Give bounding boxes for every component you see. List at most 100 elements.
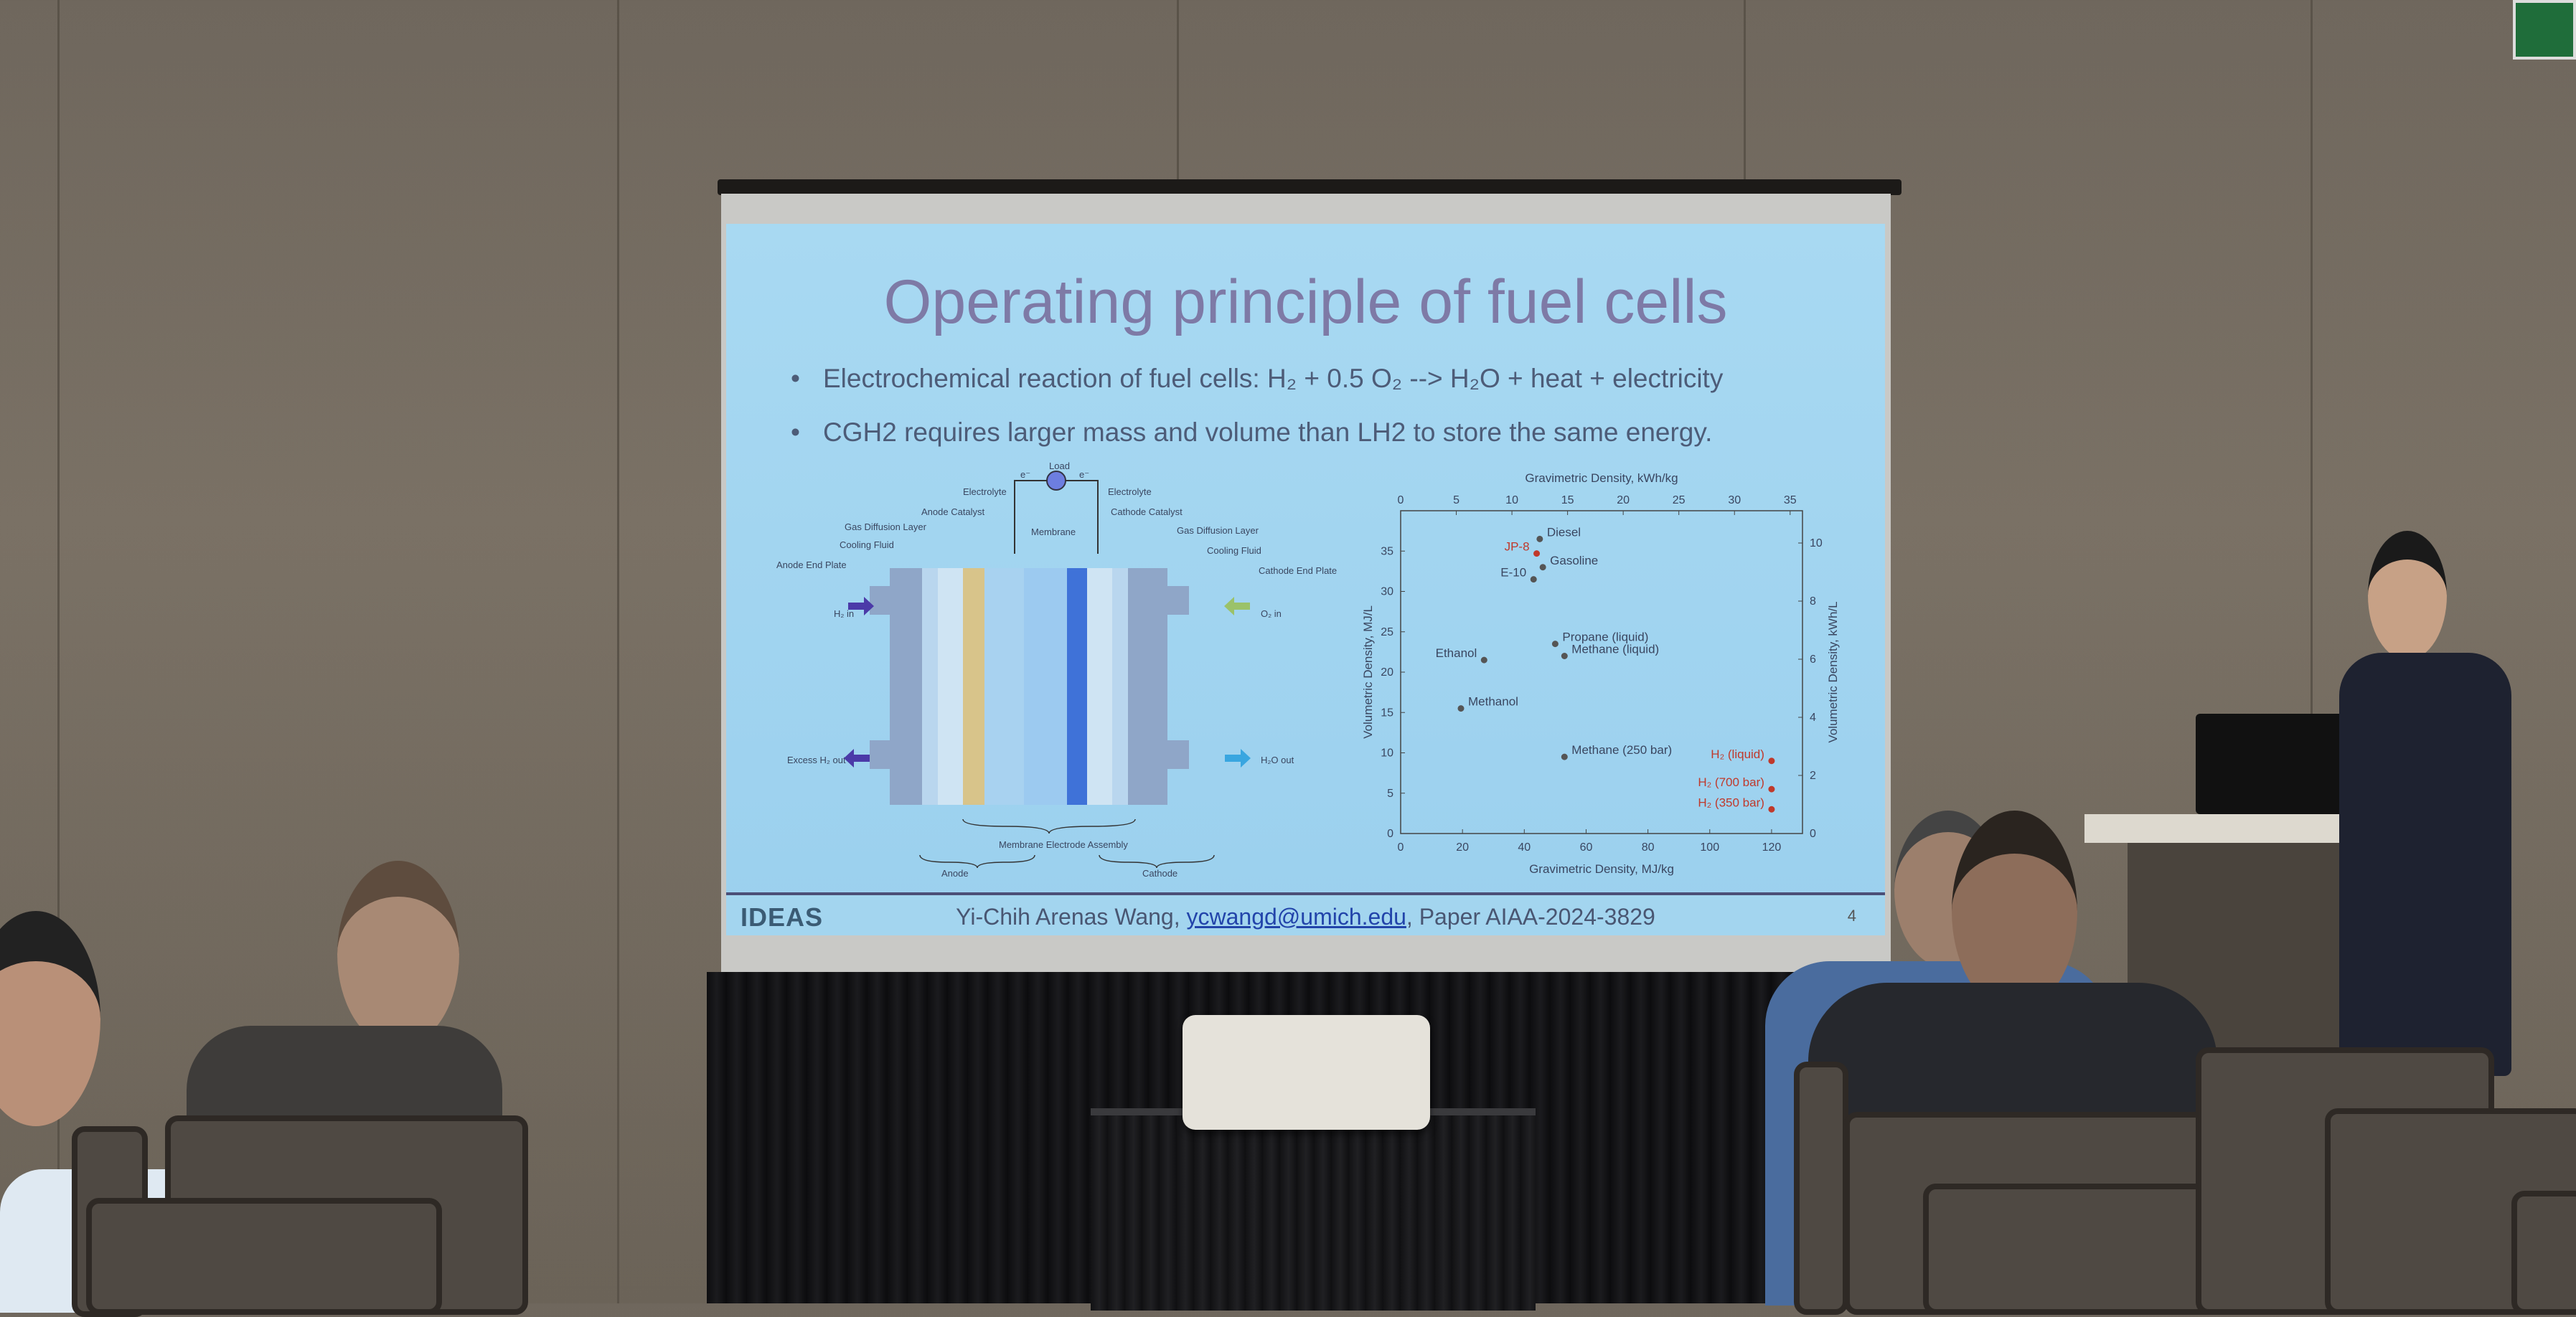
data-point — [1551, 641, 1559, 648]
label-mea: Membrane Electrode Assembly — [999, 839, 1128, 850]
chair — [2511, 1191, 2576, 1315]
x-tick-label: 100 — [1700, 841, 1719, 854]
projector — [1183, 1015, 1430, 1130]
y2-tick-label: 10 — [1810, 537, 1823, 549]
data-point — [1561, 653, 1568, 659]
label-h2o-out: H₂O out — [1261, 755, 1294, 765]
label-electron-right: e⁻ — [1079, 469, 1089, 480]
data-point — [1457, 705, 1465, 712]
cell-stack — [844, 568, 1251, 869]
presenter-body — [2339, 653, 2511, 1076]
label-electron-left: e⁻ — [1020, 469, 1030, 480]
audience-head — [0, 911, 100, 1126]
label-cathode: Cathode — [1142, 868, 1177, 879]
data-label: Methane (250 bar) — [1571, 743, 1672, 757]
label-anode: Anode — [941, 868, 969, 879]
bullet-marker: • — [791, 364, 800, 393]
x-tick-label: 80 — [1642, 841, 1655, 854]
label-h2-in: H₂ in — [834, 608, 854, 619]
slide-footer — [726, 895, 1885, 935]
x2-tick-label: 10 — [1505, 494, 1518, 506]
slide-title: Operating principle of fuel cells — [883, 268, 1728, 336]
y2-tick-label: 8 — [1810, 595, 1816, 608]
x2-tick-label: 0 — [1398, 494, 1404, 506]
bullet-marker: • — [791, 417, 800, 447]
bullet-1-text: Electrochemical reaction of fuel cells: … — [823, 364, 1724, 393]
energy-density-chart: Gravimetric Density, MJ/kg Gravimetric D… — [1361, 471, 1840, 876]
bullet-2: • CGH2 requires larger mass and volume t… — [791, 417, 1713, 448]
label-gdl-left: Gas Diffusion Layer — [845, 521, 927, 532]
data-label: Ethanol — [1436, 646, 1477, 660]
presenter-head — [2368, 531, 2447, 660]
y2-tick-label: 6 — [1810, 653, 1816, 666]
y-tick-label: 25 — [1381, 626, 1393, 638]
x2-tick-label: 30 — [1728, 494, 1741, 506]
data-point — [1536, 535, 1543, 542]
y-tick-label: 5 — [1387, 788, 1393, 800]
y2-tick-label: 2 — [1810, 770, 1816, 782]
label-gdl-right: Gas Diffusion Layer — [1177, 525, 1259, 536]
data-point — [1539, 564, 1546, 571]
y-tick-label: 10 — [1381, 747, 1393, 760]
data-point — [1480, 656, 1487, 664]
data-label: JP-8 — [1505, 540, 1530, 554]
x-tick-label: 20 — [1456, 841, 1469, 854]
y-tick-label: 35 — [1381, 545, 1393, 557]
data-point — [1768, 785, 1775, 793]
presentation-slide: Operating principle of fuel cells • Elec… — [726, 224, 1885, 935]
x2-tick-label: 25 — [1673, 494, 1686, 506]
x-tick-label: 0 — [1398, 841, 1404, 854]
data-label: H₂ (700 bar) — [1698, 775, 1764, 789]
x2-tick-label: 35 — [1784, 494, 1797, 506]
data-label: Gasoline — [1550, 554, 1598, 567]
bullet-1: • Electrochemical reaction of fuel cells… — [791, 364, 1724, 394]
label-electrolyte-left: Electrolyte — [963, 486, 1007, 497]
ideas-logo: IDEAS — [741, 902, 824, 932]
presenter — [2339, 531, 2511, 1076]
y-tick-label: 15 — [1381, 707, 1393, 719]
y2-tick-label: 4 — [1810, 712, 1816, 724]
footer-paper: , Paper AIAA-2024-3829 — [1406, 904, 1655, 930]
x2-tick-label: 15 — [1561, 494, 1574, 506]
label-cathode-catalyst: Cathode Catalyst — [1111, 506, 1183, 517]
data-label: Diesel — [1547, 525, 1581, 539]
footer-divider — [726, 892, 1885, 895]
chart-ylabel: Volumetric Density, MJ/L — [1361, 605, 1375, 739]
audience-head — [1952, 811, 2077, 1011]
slide-page-number: 4 — [1847, 907, 1856, 925]
wall-panel — [617, 0, 619, 1303]
data-label: E-10 — [1500, 566, 1526, 580]
data-label: H₂ (liquid) — [1711, 747, 1764, 761]
wall-panel — [57, 0, 60, 1303]
label-load: Load — [1049, 461, 1070, 471]
y-tick-label: 30 — [1381, 586, 1393, 598]
chart-y2label: Volumetric Density, kWh/L — [1826, 601, 1840, 742]
load-icon — [1046, 471, 1066, 491]
chair — [86, 1198, 442, 1315]
label-o2-in: O₂ in — [1261, 608, 1282, 619]
label-anode-end-plate: Anode End Plate — [776, 560, 847, 570]
bullet-2-text: CGH2 requires larger mass and volume tha… — [823, 417, 1713, 447]
chair — [1794, 1062, 1848, 1315]
y-tick-label: 0 — [1387, 828, 1393, 840]
x2-tick-label: 5 — [1453, 494, 1459, 506]
projector-table — [1091, 1108, 1536, 1311]
data-label: Propane (liquid) — [1562, 631, 1648, 644]
exit-sign — [2513, 0, 2576, 60]
data-label: Methanol — [1468, 695, 1518, 709]
data-label: H₂ (350 bar) — [1698, 796, 1764, 809]
audience-head — [337, 861, 459, 1047]
label-cooling-left: Cooling Fluid — [840, 539, 894, 550]
label-excess-h2-out: Excess H₂ out — [787, 755, 846, 765]
label-anode-catalyst: Anode Catalyst — [921, 506, 985, 517]
footer-citation: Yi-Chih Arenas Wang, ycwangd@umich.edu, … — [726, 904, 1885, 930]
x-tick-label: 120 — [1762, 841, 1782, 854]
chart-xlabel: Gravimetric Density, MJ/kg — [1529, 862, 1674, 876]
footer-author: Yi-Chih Arenas Wang, — [956, 904, 1187, 930]
footer-email-link[interactable]: ycwangd@umich.edu — [1186, 904, 1406, 930]
fuel-cell-diagram: Load e⁻ e⁻ Electrolyte Electrolyte Anode… — [776, 461, 1337, 879]
label-cooling-right: Cooling Fluid — [1207, 545, 1261, 556]
y-tick-label: 20 — [1381, 666, 1393, 679]
label-membrane: Membrane — [1031, 527, 1076, 537]
screen-roller — [718, 179, 1902, 195]
